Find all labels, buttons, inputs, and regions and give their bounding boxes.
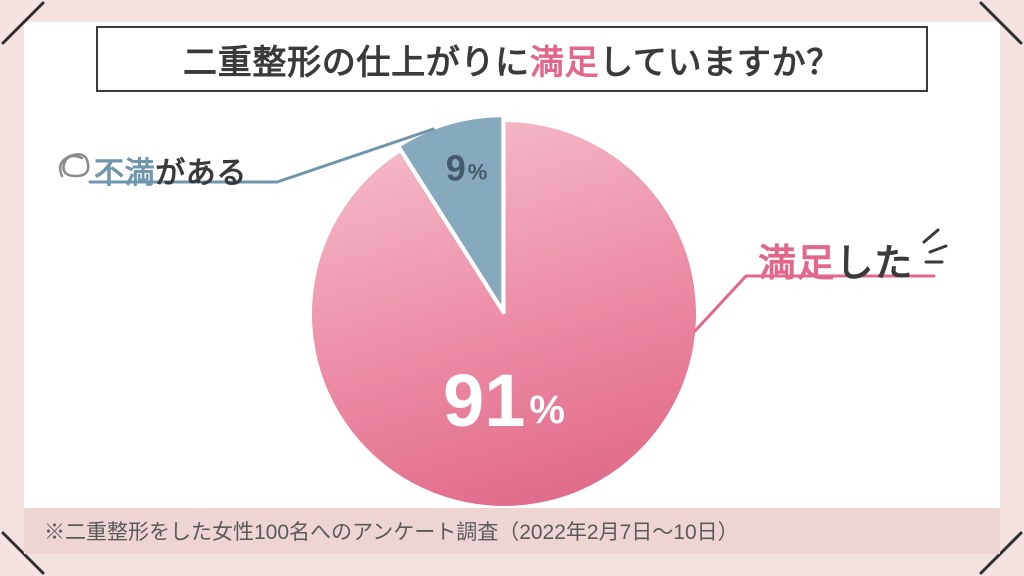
- frame-band-bottom: [0, 554, 1024, 576]
- title-pre: 二重整形の仕上がりに: [183, 35, 530, 84]
- frame-band-left: [0, 22, 24, 554]
- footnote-text: ※二重整形をした女性100名へのアンケート調査（2022年2月7日〜10日）: [44, 516, 739, 546]
- infographic-stage: 二重整形の仕上がりに 満足 していますか？ 91%9% 満足した 不満がある ※…: [0, 0, 1024, 576]
- legend-unsat-accent: 不満: [94, 157, 155, 190]
- title-post: していますか？: [599, 35, 841, 84]
- question-title: 二重整形の仕上がりに 満足 していますか？: [96, 26, 928, 92]
- legend-sat-accent: 満足: [758, 243, 836, 285]
- legend-satisfied: 満足した: [758, 232, 913, 287]
- footnote: ※二重整形をした女性100名へのアンケート調査（2022年2月7日〜10日）: [24, 508, 1000, 554]
- legend-unsat-rest: がある: [155, 157, 247, 190]
- frame-band-top: [0, 0, 1024, 22]
- legend-sat-rest: した: [836, 243, 914, 285]
- title-accent: 満足: [530, 35, 599, 84]
- legend-unsatisfied: 不満がある: [94, 148, 247, 192]
- frame-band-right: [1000, 22, 1024, 554]
